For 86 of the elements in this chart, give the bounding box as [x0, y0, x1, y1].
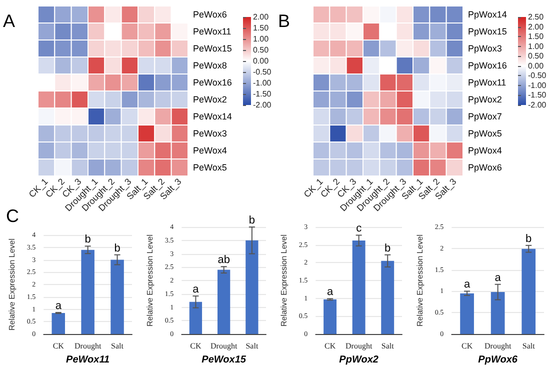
color-bar-label: -0.50 [528, 71, 547, 80]
y-axis-title: Relative Expression Level [280, 234, 288, 327]
y-tick-label: PpWox15 [468, 26, 507, 36]
x-tick-label: CK [324, 342, 336, 350]
y-axis-title: Relative Expression Level [146, 234, 154, 327]
color-bar-label: -2.00 [253, 100, 272, 110]
color-bar-label: -0.50 [253, 68, 272, 76]
y-tick-label: PpWox14 [468, 10, 507, 20]
color-bar-label: 0.00 [253, 56, 270, 66]
y-tick-label: PpWox11 [468, 77, 506, 88]
y-axis-title: Relative Expression Level [8, 238, 16, 331]
bar [52, 312, 65, 334]
color-bar-label: -2.00 [528, 100, 547, 110]
annotation: b [384, 242, 391, 254]
annotation: a [326, 286, 334, 298]
y-tick-label: PpWox5 [468, 128, 502, 138]
bar [110, 260, 124, 334]
x-axis-title: PpWox2 [339, 354, 379, 366]
y-tick-label: PeWox16 [193, 77, 232, 88]
y-tick-label: PeWox2 [193, 94, 227, 104]
x-tick-label: Drought [210, 342, 238, 350]
color-bar-label: 1.50 [528, 32, 544, 42]
color-bar-label: 2.00 [528, 22, 544, 32]
annotation: b [84, 234, 91, 246]
color-bar-label: 0.50 [528, 52, 544, 61]
color-bar-label: 1.00 [528, 42, 544, 51]
annotation: a [55, 300, 62, 312]
bar [490, 292, 505, 334]
x-tick-label: Salt [246, 342, 259, 350]
x-tick-label: Drought [345, 342, 373, 350]
x-tick-label: CK [190, 342, 202, 350]
y-tick-label: PeWox8 [193, 60, 227, 70]
y-tick-label: PeWox11 [193, 26, 232, 36]
bar [324, 299, 337, 334]
x-tick-label: Salt [522, 342, 536, 350]
bar [218, 270, 230, 334]
color-bar-label: 0.00 [528, 61, 544, 70]
x-axis-title: PpWox6 [478, 354, 518, 366]
y-tick-label: PeWox6 [193, 10, 227, 20]
x-tick-label: Drought [484, 342, 512, 350]
y-tick-label: PpWox3 [468, 43, 502, 54]
y-axis-title: Relative Expression Level [416, 234, 424, 327]
y-tick-label: PeWox14 [193, 111, 232, 122]
y-tick-label: PeWox5 [193, 162, 227, 172]
annotation: c [356, 222, 362, 235]
y-tick-label: PeWox15 [193, 43, 232, 54]
bar [460, 293, 474, 334]
color-bar-label: -1.00 [253, 78, 272, 88]
text: A [3, 11, 16, 31]
color-bar-label: 1.50 [253, 24, 270, 32]
x-tick-label: CK [52, 342, 64, 350]
y-tick-label: PpWox16 [468, 60, 507, 70]
x-axis-title: PeWox11 [66, 354, 110, 366]
color-bar-label: -1.00 [528, 80, 547, 90]
color-bar-label: 0.50 [253, 46, 270, 54]
bar [352, 240, 366, 334]
text: B [278, 11, 290, 31]
color-bar-label: -1.50 [253, 90, 272, 98]
text: C [6, 206, 19, 226]
bar [381, 260, 394, 334]
y-tick-label: PeWox4 [193, 145, 227, 156]
annotation: ab [218, 254, 230, 266]
x-tick-label: Drought [74, 342, 102, 350]
bar [81, 250, 94, 334]
y-tick-label: PpWox4 [468, 145, 502, 156]
x-tick-label: Salt [111, 342, 124, 350]
bar [246, 240, 258, 334]
color-bar-label: 2.50 [528, 12, 544, 22]
annotation: a [494, 272, 502, 284]
color-bar-label: -1.50 [528, 90, 547, 100]
annotation: b [526, 232, 532, 245]
color-bar-label: 1.00 [253, 34, 270, 44]
bar [522, 248, 536, 334]
annotation: a [192, 284, 200, 296]
y-tick-label: PpWox7 [468, 111, 502, 122]
annotation: b [114, 242, 120, 254]
x-tick-label: Salt [381, 342, 395, 350]
x-tick-label: CK [461, 342, 473, 350]
y-tick-label: PpWox2 [468, 94, 502, 104]
y-tick-label: PeWox3 [193, 128, 227, 138]
annotation: a [464, 278, 471, 291]
y-tick-label: PpWox6 [468, 162, 502, 172]
annotation: b [248, 214, 256, 226]
bar [189, 302, 202, 334]
x-axis-title: PeWox15 [202, 354, 246, 366]
color-bar-label: 2.00 [253, 12, 270, 22]
